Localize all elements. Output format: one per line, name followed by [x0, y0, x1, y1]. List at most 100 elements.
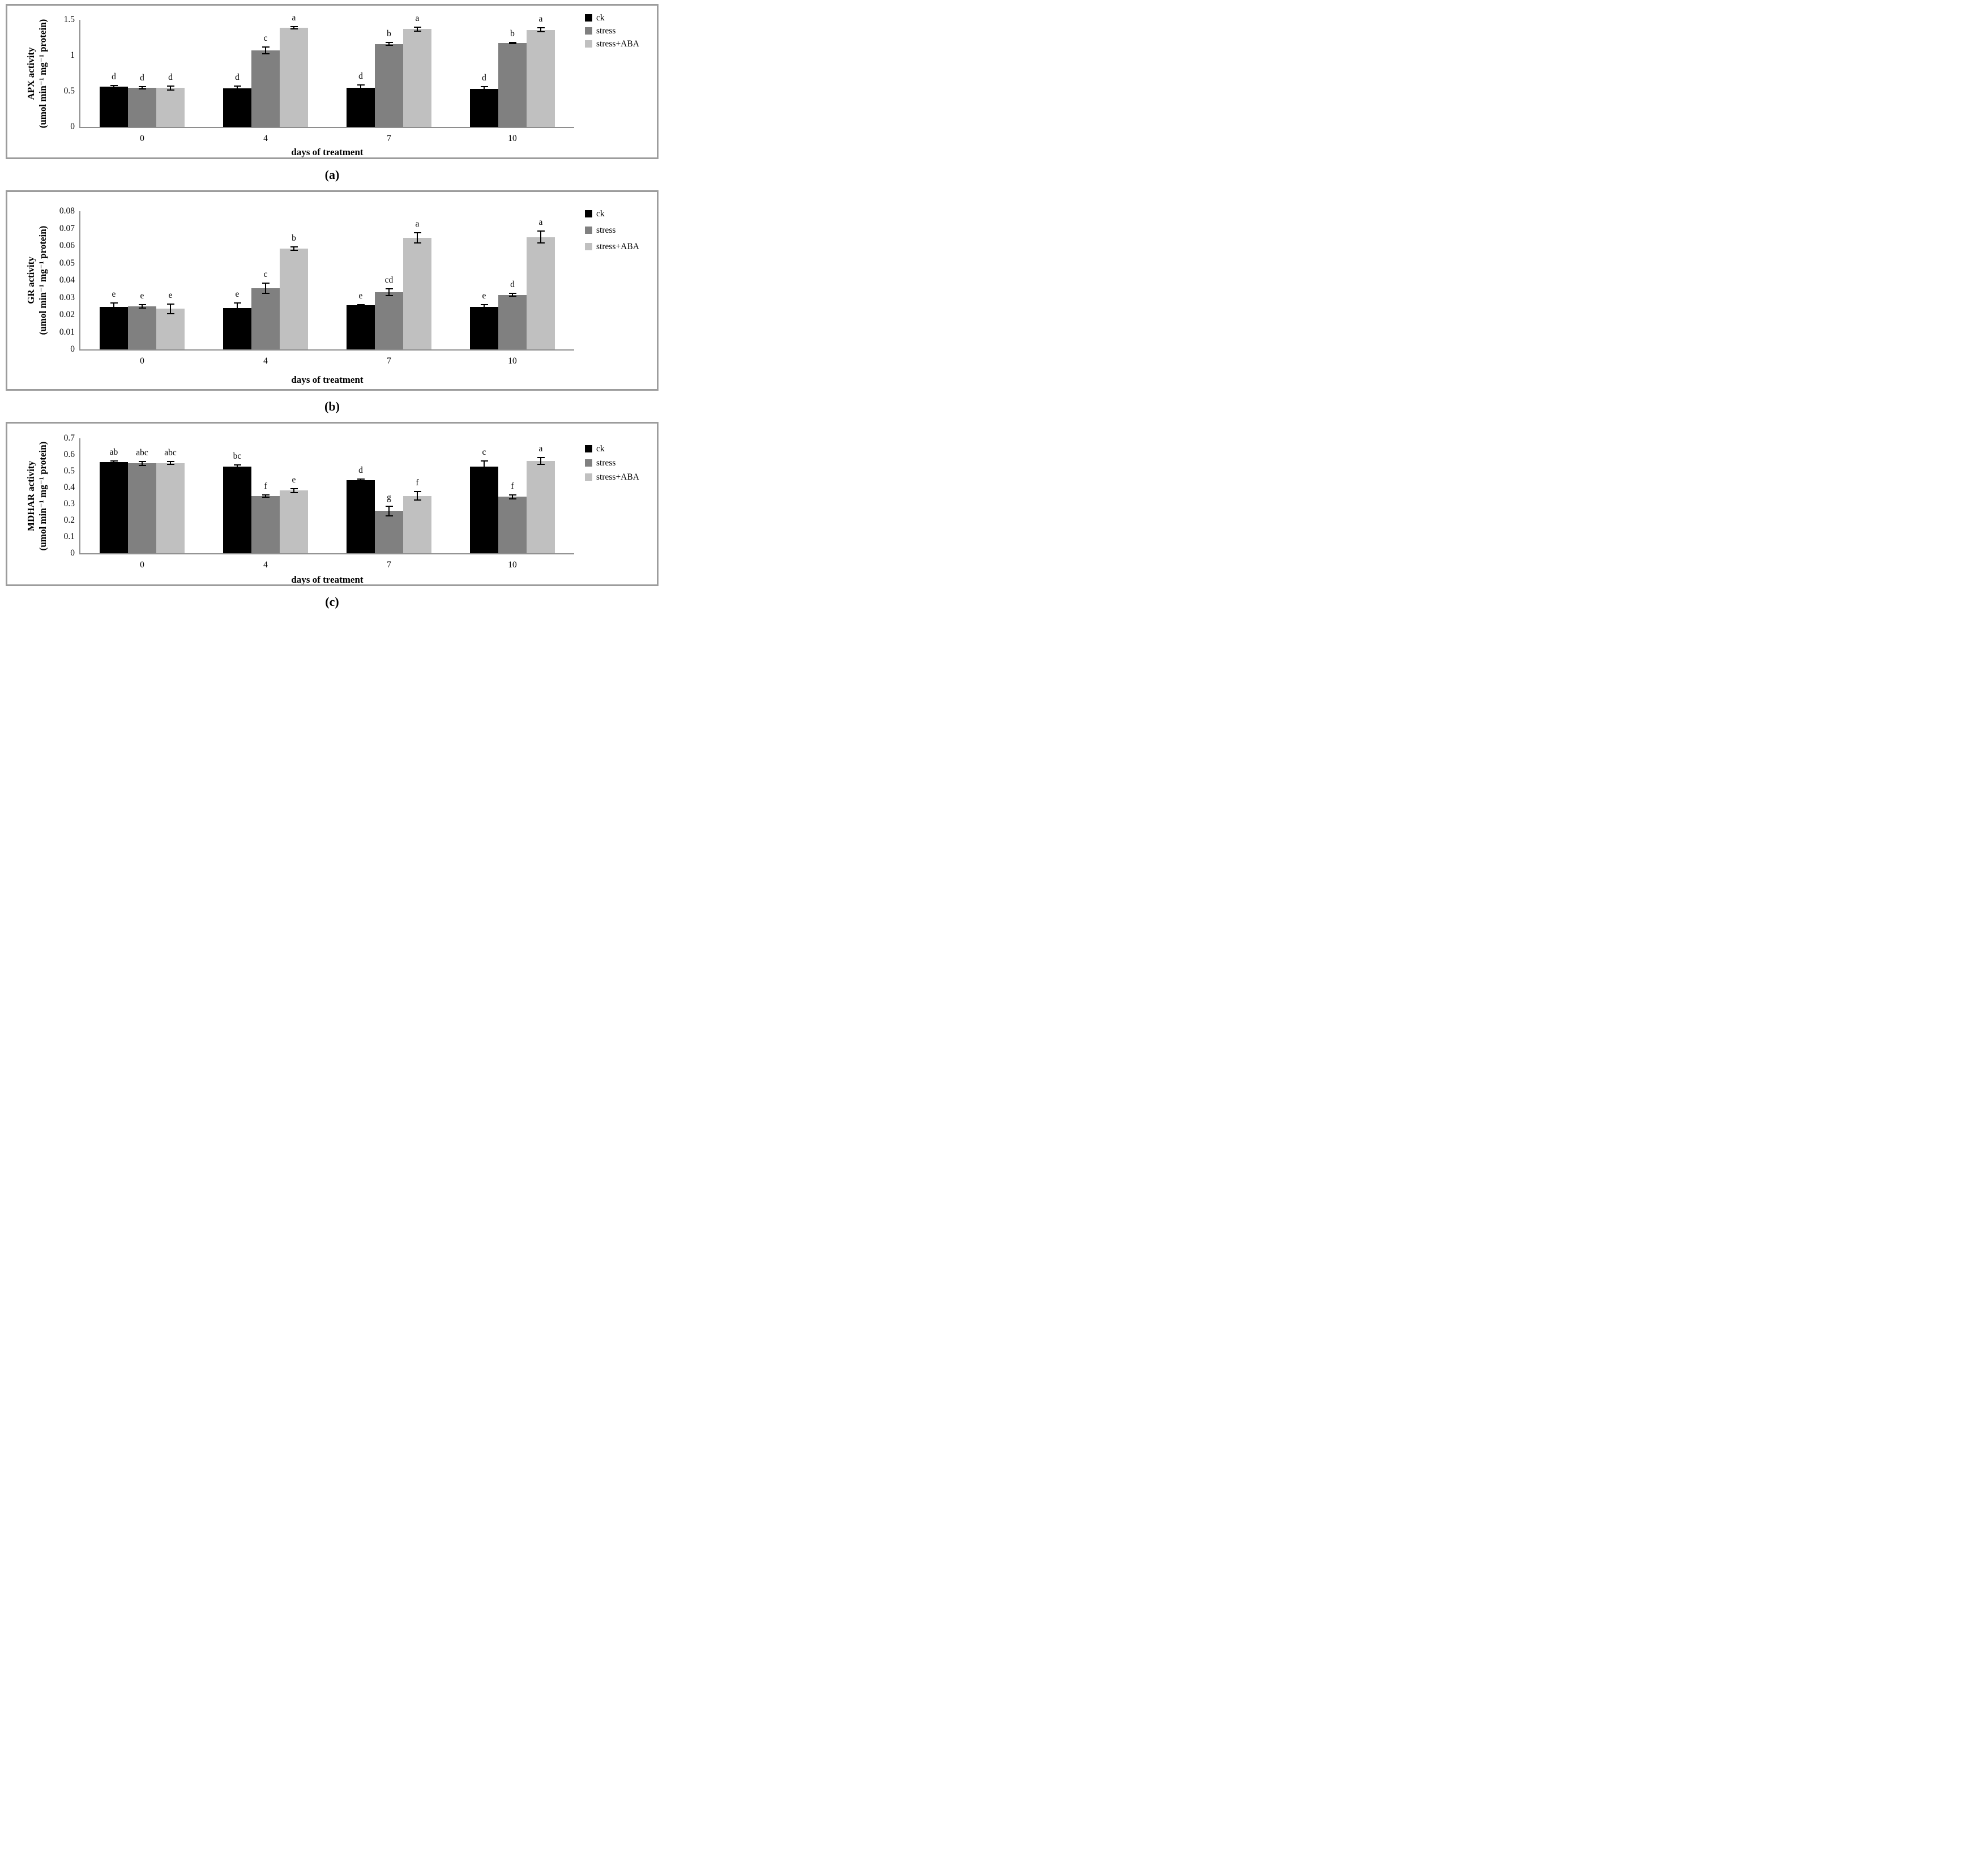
bar-stress+ABA-day-10	[527, 461, 555, 553]
y-tick-label: 0.02	[59, 310, 75, 319]
y-tick-label: 0.3	[63, 499, 75, 509]
legend-label: ck	[596, 13, 605, 23]
legend-swatch	[585, 227, 592, 234]
error-bar-cap-top	[233, 85, 241, 87]
bar-stress+ABA-day-4	[280, 248, 308, 349]
error-bar-line	[540, 28, 541, 32]
error-bar-cap-bottom	[166, 89, 174, 91]
y-axis-line	[79, 211, 80, 351]
error-bar-line	[388, 506, 390, 516]
error-bar-cap-bottom	[290, 492, 298, 493]
error-bar-line	[113, 302, 114, 311]
legend-item-stress-aba: stress+ABA	[585, 39, 639, 49]
sig-letter: c	[263, 33, 268, 43]
bar-stress+ABA-day-4	[280, 27, 308, 127]
error-bar-cap-top	[138, 86, 146, 87]
error-bar-cap-top	[357, 479, 365, 480]
error-bar-line	[237, 302, 238, 313]
bar-stress+ABA-day-10	[527, 29, 555, 127]
error-bar-cap-top	[413, 491, 421, 493]
error-bar-line	[512, 494, 513, 499]
bar-stress-day-10	[498, 294, 527, 349]
legend-label: stress+ABA	[596, 472, 639, 482]
bar-stress+ABA-day-4	[280, 490, 308, 553]
legend-swatch	[585, 459, 592, 467]
legend-swatch	[585, 40, 592, 48]
bar-stress-day-7	[375, 511, 403, 553]
x-axis-title: days of treatment	[291, 147, 364, 157]
legend-swatch	[585, 445, 592, 452]
bar-ck-day-0	[100, 307, 128, 349]
error-bar-cap-bottom	[537, 463, 545, 465]
error-bar-cap-bottom	[138, 307, 146, 309]
error-bar-line	[170, 86, 171, 91]
sig-letter: e	[358, 290, 363, 301]
error-bar-line	[417, 492, 418, 500]
error-bar-cap-top	[385, 506, 393, 507]
y-tick-label: 0.05	[59, 258, 75, 268]
y-tick-label: 0.04	[59, 275, 75, 285]
error-bar-line	[360, 304, 361, 306]
y-tick-label: 0.6	[63, 450, 75, 459]
x-axis-line	[79, 127, 574, 128]
legend-swatch	[585, 14, 592, 22]
sig-letter: a	[415, 14, 420, 24]
bar-ck-day-10	[470, 466, 498, 553]
x-tick-label: 0	[140, 560, 144, 570]
figure-antioxidant-enzyme-activities: APX activity (umol min⁻¹ mg⁻¹ protein) d…	[0, 0, 662, 617]
error-bar-cap-bottom	[413, 499, 421, 501]
panel-b-gr-chart: GR activity (umol min⁻¹ mg⁻¹ protein) da…	[6, 190, 659, 391]
sig-letter: a	[538, 217, 543, 228]
sig-letter: ab	[109, 447, 118, 457]
error-bar-line	[484, 87, 485, 91]
legend: ck stress stress+ABA	[585, 13, 639, 49]
legend-item-ck: ck	[585, 13, 639, 23]
y-tick-label: 0	[70, 122, 75, 131]
sig-letter: e	[168, 290, 173, 300]
sig-letter: d	[482, 73, 486, 83]
error-bar-cap-top	[508, 41, 516, 43]
bar-stress-day-7	[375, 44, 403, 127]
x-tick-label: 10	[508, 134, 517, 143]
legend-label: ck	[596, 209, 605, 219]
sig-letter: d	[235, 72, 240, 82]
legend-label: ck	[596, 444, 605, 454]
x-tick-label: 10	[508, 356, 517, 366]
error-bar-cap-bottom	[357, 305, 365, 307]
error-bar-cap-bottom	[413, 30, 421, 32]
error-bar-cap-bottom	[508, 296, 516, 297]
bar-ck-day-0	[100, 87, 128, 127]
y-tick-label: 0	[70, 548, 75, 558]
sig-letter: e	[235, 289, 240, 299]
bar-stress+ABA-day-0	[156, 309, 185, 349]
error-bar-cap-top	[537, 27, 545, 29]
error-bar-cap-bottom	[480, 91, 488, 92]
error-bar-cap-bottom	[385, 45, 393, 46]
error-bar-cap-top	[357, 84, 365, 86]
error-bar-cap-top	[138, 304, 146, 305]
error-bar-line	[417, 27, 418, 31]
error-bar-line	[360, 84, 361, 91]
y-tick-label: 0.03	[59, 292, 75, 302]
error-bar-cap-bottom	[233, 312, 241, 314]
x-tick-label: 4	[263, 560, 268, 570]
bar-ck-day-7	[347, 480, 375, 553]
sig-letter: a	[538, 444, 543, 454]
legend-label: stress	[596, 26, 616, 36]
legend-item-stress-aba: stress+ABA	[585, 472, 639, 482]
x-axis-line	[79, 553, 574, 554]
error-bar-line	[293, 246, 294, 250]
error-bar-line	[142, 86, 143, 89]
y-tick-label: 0.07	[59, 223, 75, 233]
x-axis-line	[79, 349, 574, 351]
error-bar-cap-bottom	[508, 498, 516, 499]
error-bar-line	[142, 461, 143, 465]
error-bar-cap-bottom	[385, 295, 393, 297]
error-bar-line	[170, 304, 171, 314]
error-bar-cap-bottom	[290, 249, 298, 251]
sig-letter: f	[264, 481, 267, 492]
error-bar-line	[484, 304, 485, 310]
error-bar-line	[113, 85, 114, 88]
y-tick-label: 1.5	[63, 15, 75, 24]
panel-a-apx-chart: APX activity (umol min⁻¹ mg⁻¹ protein) d…	[6, 4, 659, 159]
